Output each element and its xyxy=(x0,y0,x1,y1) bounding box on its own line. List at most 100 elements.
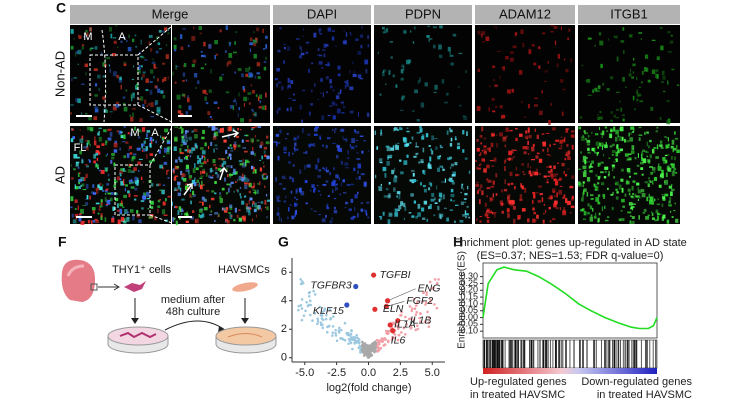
texture xyxy=(200,147,204,150)
texture xyxy=(74,186,79,190)
texture xyxy=(252,39,257,44)
texture xyxy=(660,146,664,149)
texture xyxy=(403,137,408,143)
texture xyxy=(102,170,105,173)
texture xyxy=(648,200,653,205)
texture xyxy=(84,63,88,68)
texture xyxy=(259,159,261,162)
texture xyxy=(126,217,130,219)
texture xyxy=(159,189,162,191)
texture xyxy=(243,175,246,180)
texture xyxy=(186,159,189,161)
texture xyxy=(121,135,124,139)
texture xyxy=(122,168,125,172)
texture xyxy=(506,89,511,94)
texture xyxy=(157,208,159,214)
texture xyxy=(621,136,624,141)
texture xyxy=(194,163,196,169)
texture xyxy=(400,77,404,81)
texture xyxy=(603,194,606,199)
texture xyxy=(108,64,111,67)
texture xyxy=(651,167,656,171)
texture xyxy=(439,155,442,158)
y-tick-label: 6 xyxy=(281,266,287,278)
texture xyxy=(97,184,100,189)
texture xyxy=(611,153,614,156)
texture xyxy=(653,198,656,202)
texture xyxy=(81,83,85,85)
texture xyxy=(402,95,406,99)
texture xyxy=(529,175,533,177)
texture xyxy=(433,91,437,94)
texture xyxy=(114,140,117,144)
texture xyxy=(174,126,178,129)
texture xyxy=(544,80,547,83)
texture xyxy=(483,137,487,140)
background-point xyxy=(359,351,362,354)
texture xyxy=(167,76,169,80)
texture xyxy=(81,159,84,164)
texture xyxy=(628,73,632,77)
texture xyxy=(549,220,552,223)
texture xyxy=(334,130,336,134)
texture xyxy=(594,152,598,154)
background-point xyxy=(364,350,367,354)
texture xyxy=(619,148,623,152)
texture xyxy=(514,35,517,37)
texture xyxy=(158,30,162,33)
texture xyxy=(137,129,142,133)
texture xyxy=(613,36,615,38)
texture xyxy=(571,144,574,150)
texture xyxy=(460,201,465,206)
texture xyxy=(71,128,75,131)
texture xyxy=(674,202,676,205)
texture xyxy=(131,170,135,173)
texture xyxy=(429,204,432,210)
texture xyxy=(615,196,619,200)
background-point xyxy=(419,312,422,316)
texture xyxy=(597,194,601,198)
texture xyxy=(319,33,323,35)
texture xyxy=(442,168,445,171)
texture xyxy=(604,166,609,170)
texture xyxy=(236,135,240,138)
texture xyxy=(98,127,102,129)
texture xyxy=(166,170,168,175)
texture xyxy=(105,203,109,205)
texture xyxy=(615,117,619,119)
background-point xyxy=(425,293,428,297)
texture xyxy=(260,207,263,212)
texture xyxy=(349,86,354,91)
texture xyxy=(342,191,347,194)
texture xyxy=(154,216,157,221)
texture xyxy=(628,192,631,196)
texture xyxy=(645,151,649,154)
texture xyxy=(336,108,341,114)
texture xyxy=(264,185,266,188)
texture xyxy=(102,96,106,100)
texture xyxy=(436,185,438,190)
texture xyxy=(120,84,122,90)
texture xyxy=(226,183,231,186)
texture xyxy=(639,100,644,103)
texture xyxy=(293,146,296,150)
texture xyxy=(182,173,186,177)
texture xyxy=(514,32,518,35)
texture xyxy=(134,180,138,185)
texture xyxy=(73,37,75,40)
texture xyxy=(381,71,385,77)
texture xyxy=(400,201,404,206)
texture xyxy=(259,100,262,103)
texture xyxy=(187,145,189,149)
texture xyxy=(449,156,453,160)
background-point xyxy=(373,349,377,352)
texture xyxy=(131,157,134,162)
texture xyxy=(329,85,333,89)
texture xyxy=(131,78,135,80)
background-point xyxy=(338,326,341,330)
texture xyxy=(222,207,225,211)
texture xyxy=(582,155,586,161)
texture xyxy=(102,62,106,67)
texture xyxy=(213,163,217,167)
texture xyxy=(70,164,72,167)
